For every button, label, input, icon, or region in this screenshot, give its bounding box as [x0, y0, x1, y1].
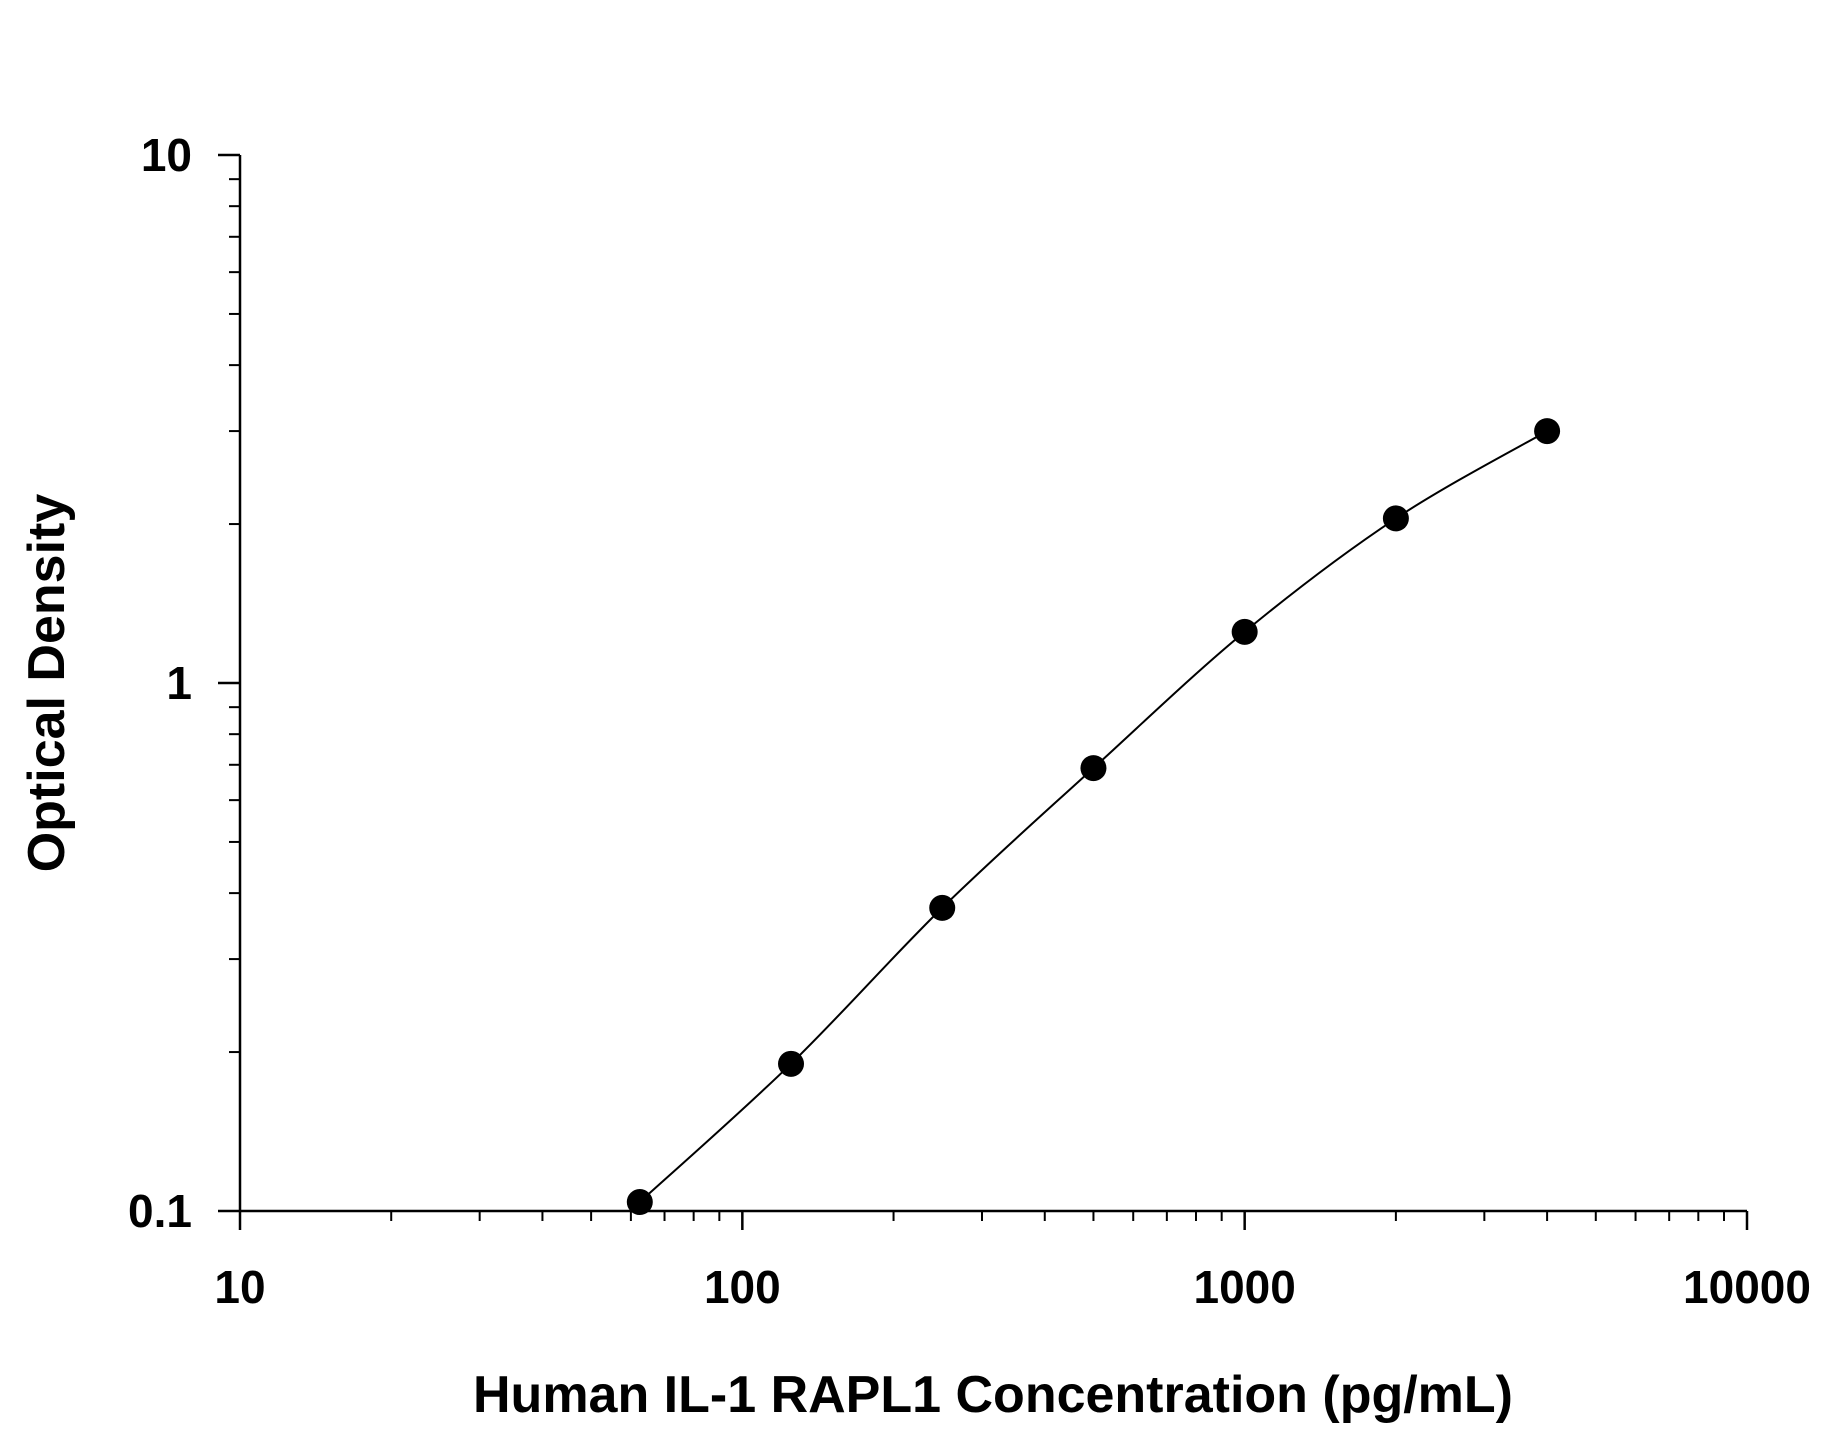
- x-tick-label: 10: [214, 1261, 265, 1313]
- y-tick-label: 0.1: [128, 1185, 192, 1237]
- y-tick-label: 1: [166, 657, 192, 709]
- data-point: [929, 894, 956, 921]
- fit-curve: [639, 430, 1548, 1203]
- y-ticks: 0.1 1 10: [128, 129, 240, 1237]
- data-point: [626, 1189, 653, 1216]
- data-point: [1231, 618, 1258, 645]
- x-ticks: 10 100 1000 10000: [214, 1211, 1811, 1313]
- x-tick-label: 10000: [1683, 1261, 1811, 1313]
- data-point: [1080, 755, 1107, 782]
- axes: 10 100 1000 10000 0.1 1 10: [128, 129, 1811, 1313]
- y-axis-title: Optical Density: [18, 494, 76, 873]
- data-point: [778, 1050, 805, 1077]
- data-point: [1382, 505, 1409, 532]
- y-tick-label: 10: [141, 129, 192, 181]
- x-tick-label: 1000: [1193, 1261, 1295, 1313]
- x-tick-label: 100: [704, 1261, 781, 1313]
- data-points: [626, 418, 1561, 1216]
- data-point: [1534, 418, 1561, 445]
- x-axis-title: Human IL-1 RAPL1 Concentration (pg/mL): [473, 1366, 1513, 1424]
